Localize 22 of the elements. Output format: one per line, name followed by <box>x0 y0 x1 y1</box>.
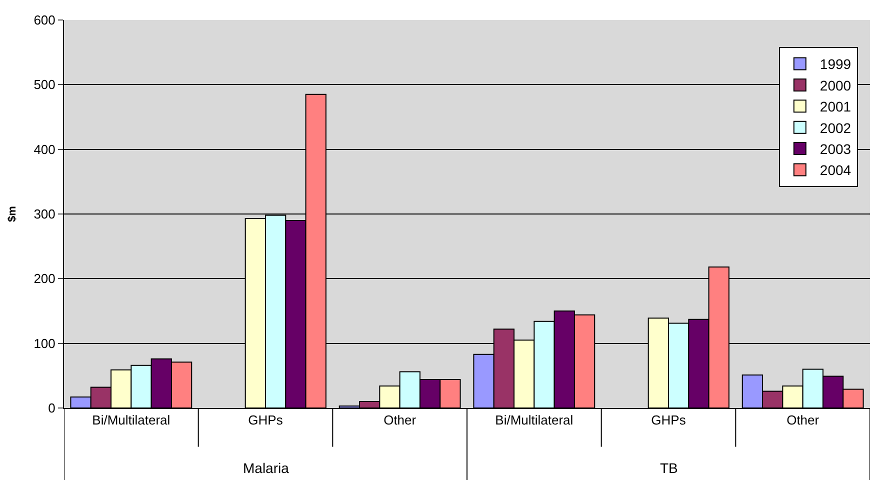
y-tick-label: 300 <box>34 206 56 222</box>
y-tick-label: 400 <box>34 142 56 157</box>
x-tick-label: Bi/Multilateral <box>92 412 170 428</box>
y-tick-label: 600 <box>34 12 56 28</box>
x-tick-label: GHPs <box>651 412 686 428</box>
text: Malaria <box>243 460 290 476</box>
y-axis-title: $m <box>6 206 18 222</box>
y-tick-label: 0 <box>48 400 56 416</box>
legend-label: 1999 <box>820 56 852 72</box>
legend-label: 2002 <box>820 120 852 136</box>
y-tick-label: 100 <box>34 336 56 351</box>
x-tick-label: Other <box>384 412 417 428</box>
x-tick-label: Other <box>786 412 820 428</box>
legend-label: 2003 <box>820 141 852 158</box>
legend-label: 2001 <box>820 98 852 115</box>
text: TB <box>660 460 678 476</box>
y-tick-label: 500 <box>34 77 56 92</box>
legend-label: 2004 <box>820 162 852 178</box>
y-tick-label: 200 <box>34 271 56 286</box>
legend-label: 2000 <box>820 77 852 94</box>
x-tick-label: GHPs <box>248 412 284 428</box>
x-tick-label: Bi/Multilateral <box>495 412 574 428</box>
